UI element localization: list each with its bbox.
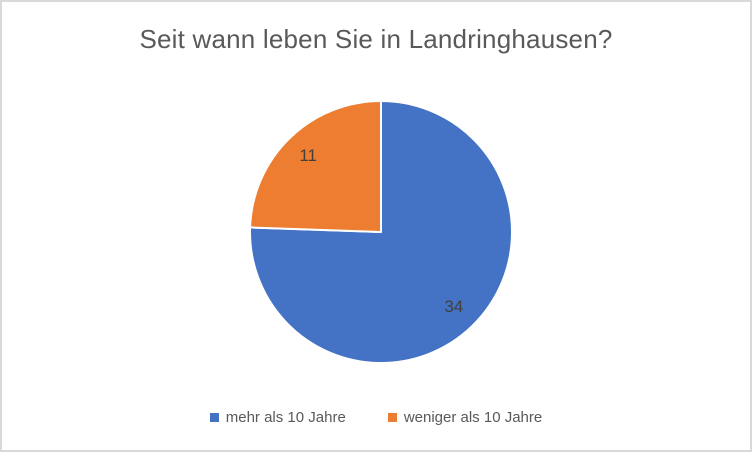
data-label-mehr-als-10-jahre[interactable]: 34 [444, 297, 463, 316]
legend-item-mehr-als-10-jahre[interactable]: mehr als 10 Jahre [209, 409, 346, 426]
legend-label: mehr als 10 Jahre [225, 409, 346, 426]
data-label-weniger-als-10-jahre[interactable]: 11 [299, 146, 317, 165]
chart-title[interactable]: Seit wann leben Sie in Landringhausen? [139, 24, 613, 54]
legend-item-weniger-als-10-jahre[interactable]: weniger als 10 Jahre [387, 409, 543, 426]
legend-swatch-blue-icon [209, 413, 219, 422]
legend-swatch-orange-icon [387, 413, 397, 422]
legend: mehr als 10 Jahre weniger als 10 Jahre [2, 409, 750, 426]
pie-slice-weniger-als-10-jahre[interactable] [249, 100, 382, 233]
legend-label: weniger als 10 Jahre [403, 409, 543, 426]
